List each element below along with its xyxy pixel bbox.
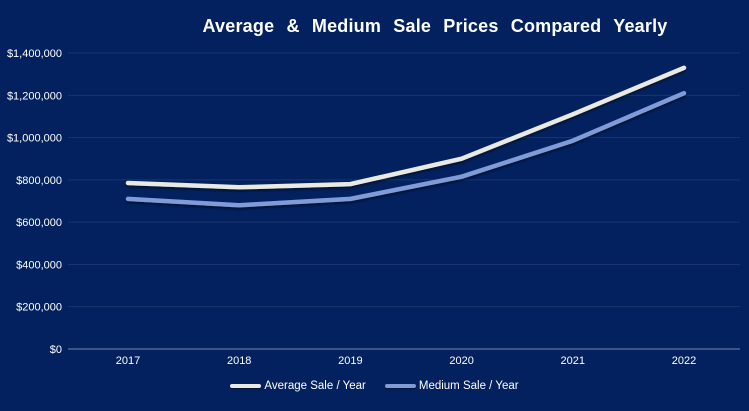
- legend-label: Average Sale / Year: [264, 380, 366, 392]
- x-axis-tick-label: 2017: [116, 355, 140, 367]
- y-axis-tick-label: $1,200,000: [7, 90, 62, 102]
- x-axis-tick-label: 2022: [672, 355, 696, 367]
- grid-layer: [68, 52, 740, 350]
- legend-item-medium: Medium Sale / Year: [384, 380, 519, 392]
- y-axis-tick-label: $1,400,000: [7, 48, 62, 60]
- series-line-medium: [125, 90, 687, 208]
- x-axis-tick-label: 2020: [449, 355, 473, 367]
- chart-title: Average & Medium Sale Prices Compared Ye…: [202, 16, 668, 36]
- legend: Average Sale / Year Medium Sale / Year: [0, 380, 749, 392]
- series-layer: [125, 65, 687, 208]
- x-axis-tick-label: 2018: [227, 355, 251, 367]
- y-axis-tick-label: $200,000: [16, 302, 62, 314]
- series-line-average: [125, 65, 687, 190]
- legend-label: Medium Sale / Year: [418, 380, 519, 392]
- y-axis-tick-label: $0: [50, 344, 62, 356]
- x-axis-tick-label: 2021: [561, 355, 585, 367]
- legend-item-average: Average Sale / Year: [230, 380, 366, 392]
- x-axis-labels: 2017 2018 2019 2020 2021 2022: [116, 355, 696, 367]
- y-axis-tick-label: $800,000: [16, 175, 62, 187]
- x-axis-tick-label: 2019: [338, 355, 362, 367]
- legend-line-swatch: [230, 384, 262, 388]
- y-axis-labels: $0 $200,000 $400,000 $600,000 $800,000 $1,000…: [7, 48, 62, 356]
- y-axis-tick-label: $600,000: [16, 217, 62, 229]
- y-axis-tick-label: $1,000,000: [7, 133, 62, 145]
- y-axis-tick-label: $400,000: [16, 259, 62, 271]
- legend-line-swatch: [384, 384, 416, 388]
